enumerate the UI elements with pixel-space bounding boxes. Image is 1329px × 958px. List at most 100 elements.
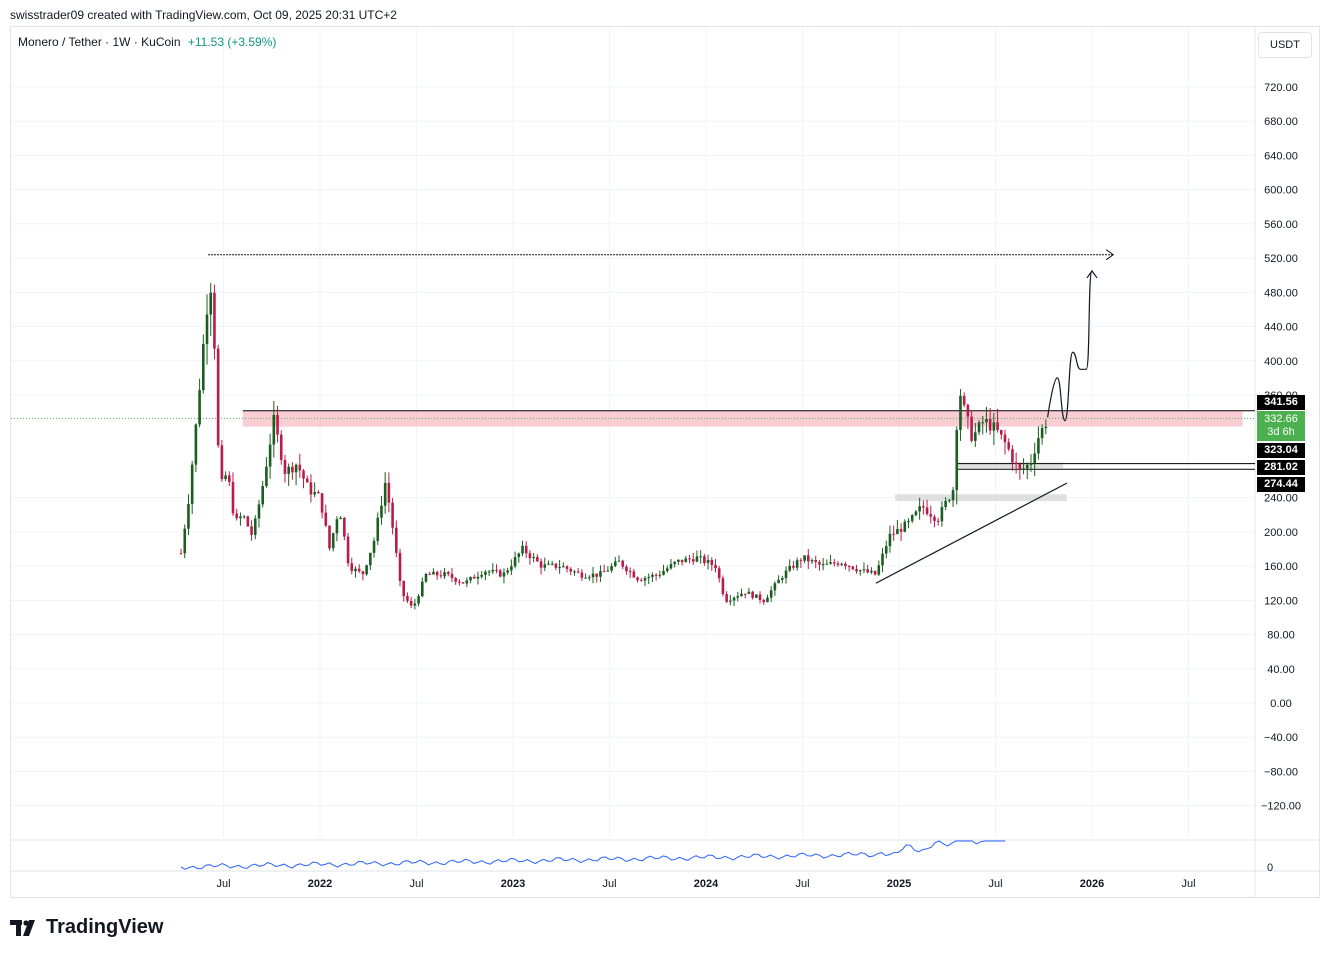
candle-body (743, 593, 747, 595)
y-tick-label: 80.00 (1267, 630, 1295, 642)
candle-body (317, 492, 320, 494)
candle-body (283, 459, 287, 474)
candle-body (821, 564, 825, 566)
candle-body (398, 552, 402, 581)
candle-body (443, 572, 446, 577)
candle-body (216, 348, 220, 446)
candle-body (213, 292, 216, 349)
y-tick-label: −80.00 (1264, 766, 1298, 778)
candle-body (677, 559, 680, 562)
candle-body (584, 577, 587, 579)
candle-body (691, 559, 695, 562)
candle-body (662, 571, 665, 575)
candle-body (446, 572, 450, 574)
candle-body (940, 507, 944, 522)
x-tick-label: 2025 (887, 878, 911, 890)
y-tick-label: 680.00 (1264, 116, 1298, 128)
candle-body (202, 343, 205, 391)
symbol-label: Monero / Tether · 1W · KuCoin (18, 35, 181, 49)
candle-body (613, 561, 617, 567)
candle-body (472, 576, 476, 579)
candle-body (361, 571, 365, 575)
candle-body (673, 561, 676, 565)
candle-body (343, 517, 346, 537)
current-price-label: 332.66 3d 6h (1257, 411, 1305, 441)
y-tick-label: 0.00 (1270, 698, 1291, 710)
brand-name: TradingView (46, 916, 164, 938)
candle-body (706, 560, 710, 563)
x-tick-label: Jul (1181, 878, 1195, 890)
candle-body (903, 521, 907, 532)
candle-body (907, 520, 910, 522)
y-tick-label: 720.00 (1264, 82, 1298, 94)
tradingview-logo[interactable]: TradingView (10, 916, 163, 939)
candle-body (179, 553, 183, 555)
candle-body (1022, 468, 1025, 470)
y-tick-label: 480.00 (1264, 287, 1298, 299)
candle-body (417, 596, 420, 604)
x-tick-label: 2026 (1080, 878, 1104, 890)
candle-body (1007, 442, 1011, 450)
candle-body (799, 560, 803, 562)
candle-body (487, 571, 491, 573)
candle-body (1037, 438, 1040, 454)
candle-body (198, 390, 201, 425)
candle-body (576, 571, 580, 573)
candle-body (762, 599, 766, 603)
candle-body (294, 464, 298, 473)
x-tick-label: 2024 (694, 878, 719, 890)
zone-support-upper (956, 462, 1064, 469)
candle-body (550, 563, 554, 565)
currency-button[interactable]: USDT (1258, 32, 1312, 58)
candle-body (439, 575, 443, 577)
candle-body (528, 553, 532, 559)
candle-body (257, 504, 261, 519)
candle-body (194, 424, 198, 465)
candle-body (1029, 463, 1033, 465)
candle-body (339, 517, 342, 520)
y-tick-label: 520.00 (1264, 253, 1298, 265)
candle-body (1025, 464, 1029, 469)
candle-body (884, 546, 888, 554)
candle-body (183, 528, 187, 554)
candle-body (1044, 426, 1048, 429)
candle-body (224, 475, 227, 480)
candle-body (331, 533, 335, 549)
candle-body (469, 576, 472, 581)
y-tick-label: −40.00 (1264, 732, 1298, 744)
candle-body (888, 533, 892, 547)
candle-body (755, 594, 758, 598)
candle-body (558, 567, 561, 569)
candle-body (773, 583, 777, 591)
candle-body (769, 590, 773, 598)
candle-body (313, 492, 316, 495)
candle-body (818, 562, 821, 565)
indicator-zero-label: 0 (1267, 862, 1273, 874)
candle-body (235, 513, 239, 519)
candle-body (721, 578, 725, 595)
candle-body (502, 572, 506, 577)
candle-body (669, 564, 673, 569)
candle-body (840, 563, 843, 565)
candle-body (517, 553, 521, 558)
candle-body (788, 565, 792, 571)
candle-body (643, 578, 647, 581)
candle-body (1003, 434, 1007, 443)
candle-body (703, 556, 706, 563)
candle-body (220, 445, 224, 480)
candle-body (929, 514, 933, 517)
tradingview-logo-icon (10, 919, 35, 936)
candle-body (844, 563, 847, 566)
candle-body (992, 422, 996, 431)
attribution-text: swisstrader09 created with TradingView.c… (10, 8, 397, 22)
candle-body (781, 578, 784, 580)
candle-body (435, 571, 439, 576)
candle-body (461, 582, 465, 584)
candle-body (324, 512, 328, 526)
candle-body (732, 597, 736, 601)
candle-body (588, 577, 591, 579)
candle-body (227, 475, 231, 482)
x-tick-label: Jul (602, 878, 616, 890)
candle-body (996, 422, 999, 430)
